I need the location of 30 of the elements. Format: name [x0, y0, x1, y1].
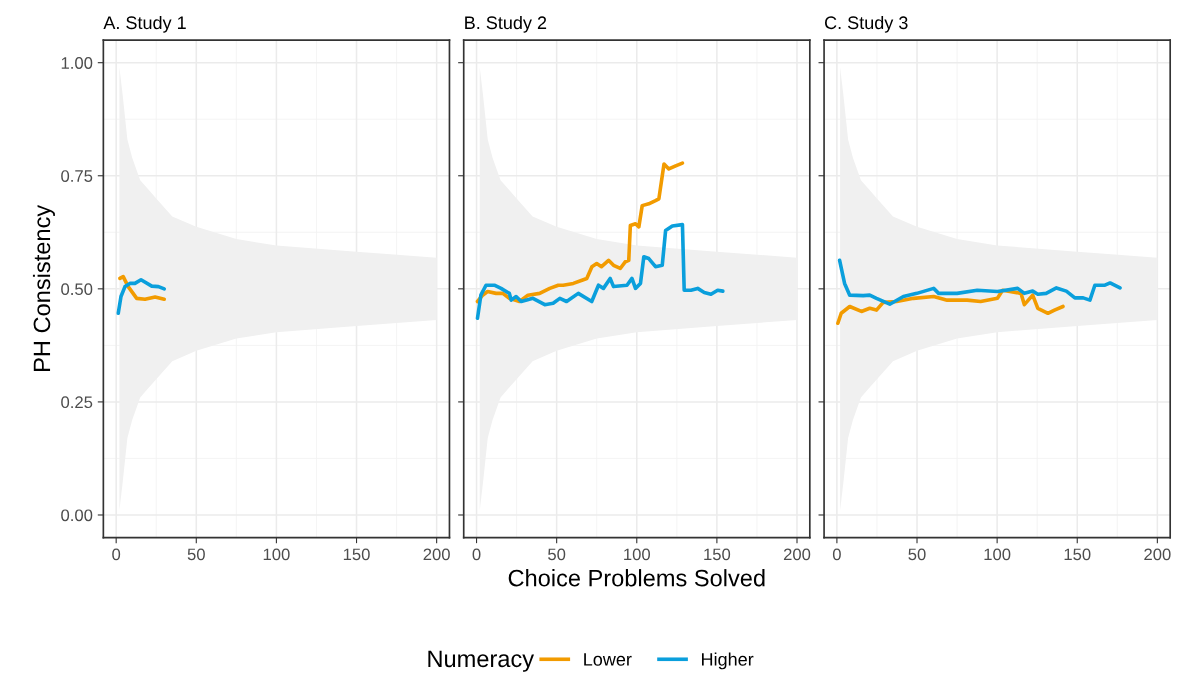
x-axis-title: Choice Problems Solved: [508, 569, 765, 587]
x-tick-label: 0: [112, 548, 121, 561]
x-tick-label: 150: [704, 548, 731, 561]
line-series: [116, 277, 167, 316]
chart-title: A. Study 1: [103, 15, 186, 33]
x-tick-label: 100: [984, 548, 1011, 561]
y-tick-label: 0.75: [61, 170, 93, 182]
y-tick-label: 1.00: [61, 57, 93, 69]
chart-title: C. Study 3: [824, 15, 908, 33]
y-axis-title: PH Consistency: [32, 204, 55, 371]
x-tick-label: 200: [783, 548, 811, 561]
legend-label: Higher: [702, 652, 754, 670]
x-tick-label: 50: [187, 548, 205, 561]
y-tick-label: 0.25: [61, 396, 93, 409]
line-series: [118, 274, 167, 302]
x-tick-label: 0: [832, 548, 841, 561]
x-tick-label: 50: [908, 548, 926, 561]
legend-label: Lower: [584, 653, 632, 666]
y-tick-label: 0.00: [61, 509, 93, 522]
x-tick-label: 0: [472, 548, 481, 561]
x-tick-label: 150: [1064, 548, 1091, 561]
x-tick-label: 200: [423, 548, 450, 561]
y-tick-label: 0.50: [61, 283, 93, 296]
x-tick-label: 150: [343, 548, 370, 561]
x-tick-label: 100: [263, 548, 290, 561]
x-tick-label: 200: [1144, 548, 1171, 561]
x-tick-label: 50: [548, 548, 566, 561]
chart-title: B. Study 2: [465, 15, 547, 33]
x-tick-label: 100: [624, 548, 651, 561]
legend-title: Numeracy: [428, 650, 534, 672]
